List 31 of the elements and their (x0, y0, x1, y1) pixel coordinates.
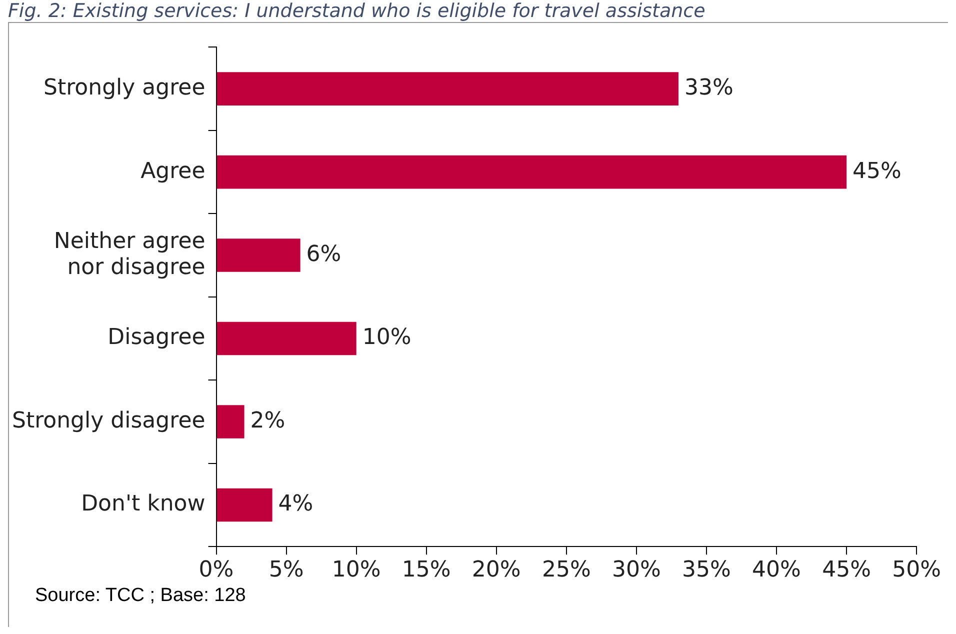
y-tick-label: Strongly disagree (12, 408, 206, 434)
x-tick-label: 0% (198, 558, 234, 583)
data-label: 10% (362, 325, 412, 350)
y-tick-label: Neither agree nor disagree (54, 228, 206, 280)
y-tick-label: Don't know (81, 492, 206, 517)
x-tick-label: 15% (402, 558, 451, 583)
x-tick-label: 40% (752, 558, 801, 583)
bar (216, 405, 244, 438)
x-tick-label: 50% (892, 558, 942, 583)
data-label: 33% (684, 76, 734, 101)
bar (216, 72, 678, 106)
y-tick-label: Strongly agree (44, 76, 206, 101)
bar (216, 155, 847, 189)
chart-title: Fig. 2: Existing services: I understand who is eligible for travel assistance (8, 0, 706, 22)
data-label: 6% (306, 242, 342, 267)
x-tick-label: 45% (822, 558, 871, 583)
data-label: 4% (278, 492, 314, 517)
data-label: 2% (250, 408, 286, 434)
y-tick-label: Agree (140, 158, 206, 184)
y-tick-label: Disagree (108, 325, 206, 350)
x-tick-label: 35% (682, 558, 731, 583)
source-note: Source: TCC ; Base: 128 (34, 585, 247, 608)
x-tick-label: 30% (612, 558, 661, 583)
bar (216, 488, 272, 522)
data-label: 45% (852, 158, 902, 184)
bar (216, 238, 300, 272)
x-tick-label: 25% (542, 558, 591, 583)
bar (216, 322, 356, 356)
x-tick-label: 5% (268, 558, 304, 583)
x-tick-label: 10% (332, 558, 381, 583)
x-tick-label: 20% (472, 558, 521, 583)
